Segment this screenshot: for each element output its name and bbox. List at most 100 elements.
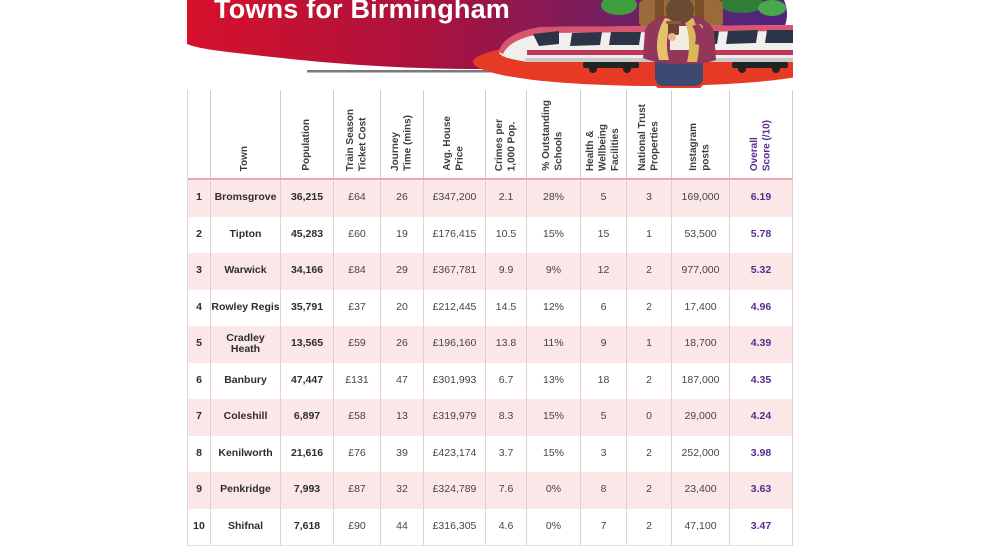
- banner: Towns for Birmingham: [187, 0, 793, 88]
- cell-crimes: 2.1: [486, 180, 527, 217]
- cell-rank: 8: [188, 435, 211, 472]
- cell-score: 4.96: [730, 289, 793, 326]
- cell-health: 9: [581, 326, 627, 363]
- cell-population: 36,215: [281, 180, 334, 217]
- table-row: 6 Banbury 47,447 £131 47 £301,993 6.7 13% 18 2 187…: [188, 362, 793, 399]
- cell-health: 12: [581, 253, 627, 290]
- column-header-label: Journey Time (mins): [389, 115, 414, 171]
- cell-ticket: £60: [334, 216, 381, 253]
- cell-score: 4.39: [730, 326, 793, 363]
- cell-schools: 0%: [527, 508, 581, 545]
- cell-health: 3: [581, 435, 627, 472]
- cell-crimes: 13.8: [486, 326, 527, 363]
- cell-health: 8: [581, 472, 627, 509]
- cell-town: Bromsgrove: [211, 180, 281, 217]
- cell-trust: 2: [627, 435, 672, 472]
- cell-instagram: 187,000: [672, 362, 730, 399]
- cell-instagram: 252,000: [672, 435, 730, 472]
- cell-crimes: 3.7: [486, 435, 527, 472]
- cell-town: Coleshill: [211, 399, 281, 436]
- cell-town: Banbury: [211, 362, 281, 399]
- cell-score: 6.19: [730, 180, 793, 217]
- cell-score: 5.78: [730, 216, 793, 253]
- cell-instagram: 17,400: [672, 289, 730, 326]
- cell-crimes: 10.5: [486, 216, 527, 253]
- cell-health: 18: [581, 362, 627, 399]
- column-header-label: Crimes per 1,000 Pop.: [493, 118, 518, 171]
- hand: [668, 33, 676, 41]
- coffee-cup-icon: [668, 22, 679, 35]
- cell-rank: 6: [188, 362, 211, 399]
- cell-journey: 29: [381, 253, 424, 290]
- cell-house: £324,789: [424, 472, 486, 509]
- cell-population: 6,897: [281, 399, 334, 436]
- table-header-row: Town Population Train Season Ticket Cost Jo…: [188, 90, 793, 180]
- table-row: 7 Coleshill 6,897 £58 13 £319,979 8.3 15% 5 0 29,0…: [188, 399, 793, 436]
- column-header-rank: [188, 90, 211, 178]
- cell-schools: 11%: [527, 326, 581, 363]
- cell-trust: 2: [627, 472, 672, 509]
- cell-score: 3.63: [730, 472, 793, 509]
- cell-house: £423,174: [424, 435, 486, 472]
- cell-town: Shifnal: [211, 508, 281, 545]
- cell-trust: 1: [627, 326, 672, 363]
- cell-ticket: £131: [334, 362, 381, 399]
- table-row: 4 Rowley Regis 35,791 £37 20 £212,445 14.5 12% 6…: [188, 289, 793, 326]
- cell-health: 5: [581, 399, 627, 436]
- cell-town: Cradley Heath: [211, 326, 281, 363]
- cell-trust: 2: [627, 508, 672, 545]
- cell-population: 34,166: [281, 253, 334, 290]
- cell-score: 4.35: [730, 362, 793, 399]
- column-header-label: Train Season Ticket Cost: [344, 108, 369, 171]
- column-header-instagram: Instagram posts: [672, 90, 730, 178]
- column-header-score: Overall Score (/10): [730, 90, 793, 178]
- cell-town: Tipton: [211, 216, 281, 253]
- cell-journey: 32: [381, 472, 424, 509]
- table-body: 1 Bromsgrove 36,215 £64 26 £347,200 2.1 28% 5 3 16…: [188, 180, 793, 546]
- cell-crimes: 7.6: [486, 472, 527, 509]
- cell-trust: 1: [627, 216, 672, 253]
- cell-ticket: £76: [334, 435, 381, 472]
- cell-house: £319,979: [424, 399, 486, 436]
- cell-trust: 0: [627, 399, 672, 436]
- cell-rank: 3: [188, 253, 211, 290]
- cell-rank: 1: [188, 180, 211, 217]
- cell-town: Warwick: [211, 253, 281, 290]
- cell-health: 15: [581, 216, 627, 253]
- cell-house: £176,415: [424, 216, 486, 253]
- banner-illustration: [187, 0, 793, 88]
- cell-health: 6: [581, 289, 627, 326]
- cell-score: 3.98: [730, 435, 793, 472]
- leaf-icon: [720, 0, 764, 13]
- cell-rank: 7: [188, 399, 211, 436]
- cell-schools: 0%: [527, 472, 581, 509]
- cell-instagram: 18,700: [672, 326, 730, 363]
- table-row: 5 Cradley Heath 13,565 £59 26 £196,160 13.8 11%…: [188, 326, 793, 363]
- cell-house: £196,160: [424, 326, 486, 363]
- cell-crimes: 9.9: [486, 253, 527, 290]
- towns-table: Town Population Train Season Ticket Cost Jo…: [187, 90, 793, 546]
- table-row: 3 Warwick 34,166 £84 29 £367,781 9.9 9% 12 2 977,0…: [188, 253, 793, 290]
- cell-instagram: 53,500: [672, 216, 730, 253]
- cell-ticket: £84: [334, 253, 381, 290]
- leaf-icon: [601, 0, 637, 15]
- column-header-schools: % Outstanding Schools: [527, 90, 581, 178]
- commuter-person: [643, 0, 716, 86]
- cell-population: 47,447: [281, 362, 334, 399]
- cell-ticket: £64: [334, 180, 381, 217]
- cell-rank: 10: [188, 508, 211, 545]
- cell-schools: 9%: [527, 253, 581, 290]
- cell-journey: 13: [381, 399, 424, 436]
- page-title: Towns for Birmingham: [214, 0, 511, 24]
- table-row: 2 Tipton 45,283 £60 19 £176,415 10.5 15% 15 1 53,5…: [188, 216, 793, 253]
- cell-ticket: £58: [334, 399, 381, 436]
- cell-house: £301,993: [424, 362, 486, 399]
- cell-health: 5: [581, 180, 627, 217]
- column-header-house: Avg. House Price: [424, 90, 486, 178]
- column-header-town: Town: [211, 90, 281, 178]
- cell-trust: 2: [627, 253, 672, 290]
- cell-instagram: 47,100: [672, 508, 730, 545]
- cell-instagram: 169,000: [672, 180, 730, 217]
- column-header-label: Health & Wellbeing Facilities: [584, 123, 621, 171]
- cell-trust: 3: [627, 180, 672, 217]
